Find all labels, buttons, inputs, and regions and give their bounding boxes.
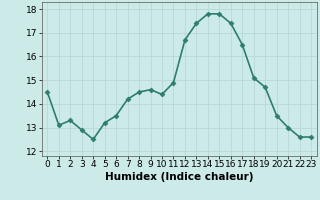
- X-axis label: Humidex (Indice chaleur): Humidex (Indice chaleur): [105, 172, 253, 182]
